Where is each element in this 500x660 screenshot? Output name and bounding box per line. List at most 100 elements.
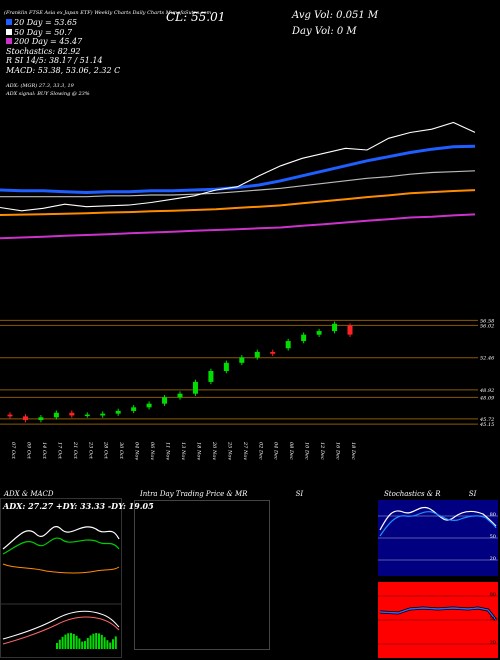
price-level-label: 52.46 <box>480 356 495 362</box>
macd-histogram <box>56 633 117 649</box>
ema20-readout: 20 Day = 53.65 <box>14 18 78 27</box>
macd-hist-bar <box>84 641 86 649</box>
rsi-readout: R SI 14/5: 38.17 / 51.14 <box>6 56 103 65</box>
ema50-readout: 50 Day = 50.7 <box>14 27 73 37</box>
ema-lines <box>0 121 476 240</box>
stoch-tick-80: 80 <box>489 512 496 518</box>
adx-line <box>2 526 120 550</box>
candles <box>7 321 353 423</box>
macd-hist-bar <box>56 643 58 649</box>
indicator-readouts: 20 Day = 53.65 50 Day = 50.7 200 Day = 4… <box>6 18 120 75</box>
stochastics-title-text: Stochastics & R <box>384 490 441 498</box>
date-tick-label: 09 Oct <box>25 442 31 460</box>
rsi-shadow-line <box>379 606 498 621</box>
price-level-label: 48.92 <box>479 388 494 394</box>
macd-hist-bar <box>89 635 92 649</box>
stochastics-readout: Stochastics: 82.92 <box>6 46 81 56</box>
adx-readout: ADX: (MGR) 27.3, 33.3, 19 <box>6 83 74 89</box>
candle-body <box>7 414 13 417</box>
macd-line <box>2 610 120 640</box>
macd-hist-bar <box>92 633 95 649</box>
stochastics-plot <box>378 506 498 561</box>
macd-hist-bar <box>70 633 72 649</box>
stoch-d-line <box>379 511 497 537</box>
candle-body <box>316 331 322 335</box>
macd-hist-bar <box>106 640 109 649</box>
macd-hist-bar <box>75 635 78 649</box>
price-level-label: 56.58 <box>480 318 494 324</box>
intraday-panel-title: Intra Day Trading Price & MR SI <box>140 490 303 498</box>
macd-signal-line <box>2 616 120 645</box>
date-tick-label: 14 Oct <box>41 442 47 460</box>
chart-source-line: (Franklin FTSE Asia ex Japan ETF) Weekly… <box>4 10 212 16</box>
candle-body <box>208 371 214 382</box>
stoch-k-line <box>379 506 497 531</box>
date-tick-label: 21 Oct <box>72 441 78 460</box>
candle-body <box>100 413 106 416</box>
macd-hist-bar <box>81 641 84 649</box>
candle-body <box>84 414 90 417</box>
ema20-swatch <box>6 19 12 25</box>
macd-hist-bar <box>95 633 98 649</box>
ema-line-100-day <box>0 189 476 216</box>
stochastics-panel-title: Stochastics & R SI <box>384 490 476 498</box>
intraday-title-text: Intra Day Trading Price & MR <box>140 490 248 498</box>
minus-di-line <box>2 563 120 574</box>
candle-body <box>22 416 28 421</box>
ema-line-200-day <box>0 213 476 240</box>
candle-body <box>192 381 198 394</box>
macd-hist-bar <box>58 639 61 649</box>
rsi-line <box>379 607 497 621</box>
adx-macd-plot <box>1 526 121 649</box>
stoch-tick-20: 20 <box>489 556 496 562</box>
rsi-panel: 80 50 20 <box>378 582 498 658</box>
macd-hist-bar <box>64 634 67 649</box>
price-level-label: 48.09 <box>479 395 495 401</box>
stochastics-si-text: SI <box>468 490 477 498</box>
date-tick-label: 27 Nov <box>242 441 248 460</box>
date-axis: 07 Oct 09 Oct 14 Oct 17 Oct 21 Oct 23 Oct 28 O… <box>10 441 356 460</box>
price-level-label: 45.72 <box>479 417 494 423</box>
date-tick-label: 25 Nov <box>226 441 232 460</box>
date-tick-label: 30 Oct <box>118 442 124 460</box>
rsi-tick-20: 20 <box>489 640 496 646</box>
ema-line-50-day <box>0 170 476 198</box>
adx-panel-title: ADX & MACD <box>4 490 54 498</box>
candle-body <box>131 407 137 411</box>
candle-body <box>270 351 276 354</box>
price-level-label: 56.02 <box>480 323 494 329</box>
price-line <box>0 121 476 212</box>
date-tick-label: 17 Oct <box>56 442 62 460</box>
stochastics-panel: 80 50 20 <box>378 500 498 576</box>
candle-body <box>332 323 338 332</box>
date-tick-label: 04 Nov <box>134 442 140 460</box>
ema200-swatch <box>6 38 12 44</box>
candle-body <box>69 412 75 416</box>
macd-hist-bar <box>86 637 89 649</box>
rsi-plot <box>378 595 498 645</box>
macd-hist-bar <box>61 636 64 649</box>
candle-body <box>347 325 353 335</box>
macd-hist-bar <box>112 639 114 649</box>
date-ticks: 07 Oct 09 Oct 14 Oct 17 Oct 21 Oct 23 Oct 28 O… <box>10 441 356 460</box>
date-tick-label: 20 Nov <box>211 441 217 460</box>
date-tick-label: 18 Nov <box>195 442 201 460</box>
stoch-tick-50: 50 <box>489 534 496 540</box>
date-tick-label: 18 Dec <box>350 442 356 460</box>
candle-body <box>162 397 168 404</box>
macd-hist-bar <box>103 637 106 649</box>
macd-hist-bar <box>109 642 112 649</box>
candle-body <box>285 341 291 349</box>
candle-body <box>177 393 183 398</box>
macd-hist-bar <box>72 633 75 649</box>
candle-body <box>146 403 152 408</box>
ema-line-20-day <box>0 144 476 195</box>
date-tick-label: 23 Oct <box>87 441 93 460</box>
date-tick-label: 12 Dec <box>319 442 325 460</box>
candle-body <box>115 410 121 414</box>
macd-readout: MACD: 53.38, 53.06, 2.32 C <box>6 65 121 75</box>
candle-body <box>53 412 59 418</box>
ema200-readout: 200 Day = 45.47 <box>14 37 83 46</box>
